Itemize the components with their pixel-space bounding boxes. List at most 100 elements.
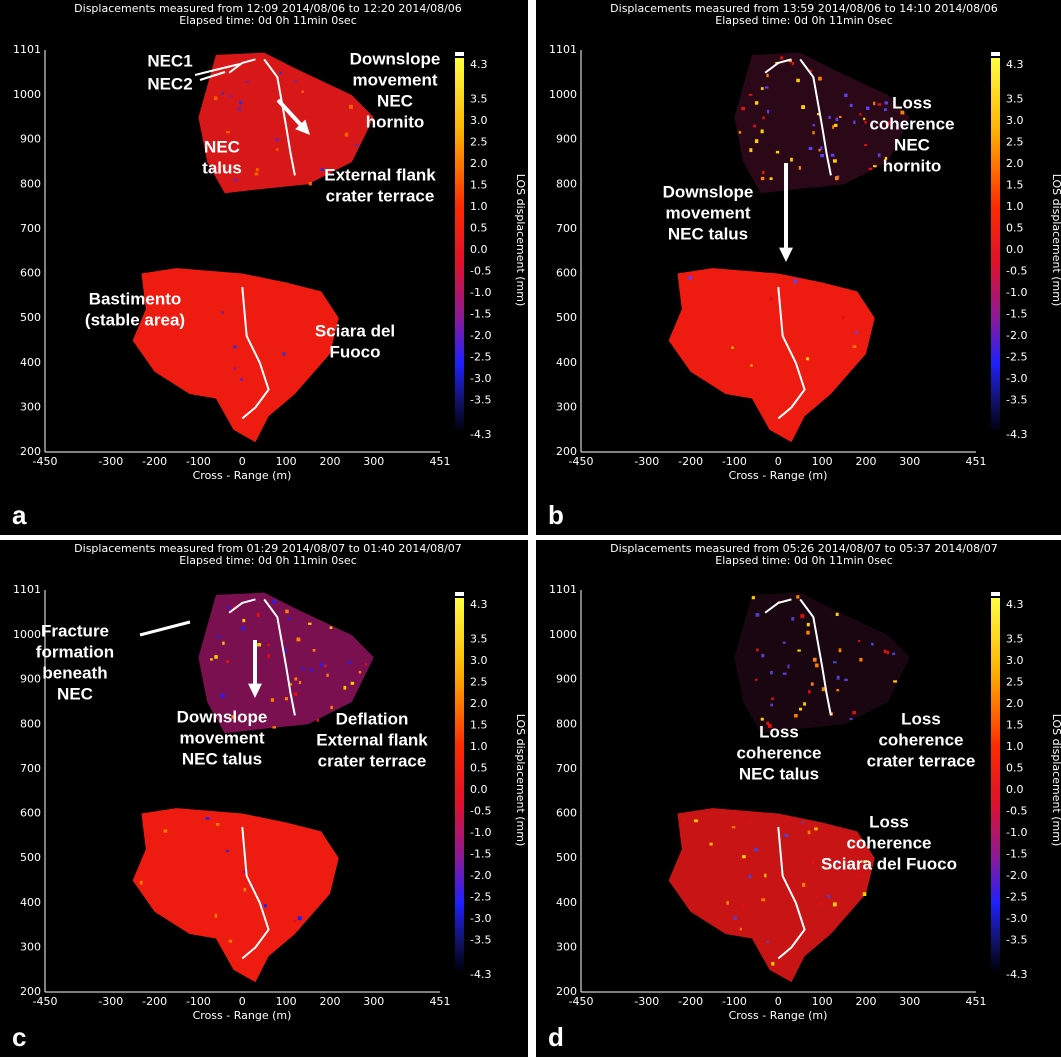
colorbar-label: LOS displacement (mm) [1050, 174, 1061, 307]
x-tick-label: -300 [98, 995, 123, 1008]
colorbar-tick-label: 2.0 [1006, 157, 1024, 170]
speckle [343, 685, 347, 690]
annotation: hornito [883, 156, 942, 175]
speckle [330, 705, 333, 710]
colorbar-tick-label: 1.5 [470, 179, 488, 192]
rim-line [228, 598, 256, 614]
annotation: NEC [377, 91, 413, 110]
speckle [257, 643, 262, 647]
arrow-head [248, 683, 262, 698]
speckle [272, 726, 276, 729]
speckle [883, 108, 887, 111]
speckle [263, 904, 267, 908]
speckle [239, 377, 243, 381]
annotation: Sciara del Fuoco [821, 854, 957, 873]
annotation: External flank [324, 165, 436, 184]
annotation: coherence [878, 730, 963, 749]
y-tick-label: 600 [20, 267, 41, 280]
panel: Displacements measured from 05:26 2014/0… [536, 540, 1061, 1057]
y-tick-label: 700 [556, 762, 577, 775]
colorbar-tick-label: 2.0 [1006, 697, 1024, 710]
panel-subtitle: Elapsed time: 0d 0h 11min 0sec [179, 554, 357, 567]
colorbar-tick-label: -2.0 [1006, 329, 1027, 342]
x-tick-label: -100 [722, 995, 747, 1008]
y-tick-label: 400 [556, 356, 577, 369]
speckle [760, 129, 764, 134]
y-tick-label: 900 [20, 673, 41, 686]
x-tick-label: 0 [775, 995, 782, 1008]
speckle [254, 172, 259, 176]
speckle [242, 618, 246, 623]
speckle [275, 137, 279, 142]
speckle [270, 698, 274, 702]
x-tick-label: -450 [33, 455, 58, 468]
annotation: External flank [316, 730, 428, 749]
speckle [864, 120, 867, 124]
y-tick-label: 1101 [13, 43, 41, 56]
pointer-line [139, 620, 191, 637]
x-tick-label: 200 [319, 455, 340, 468]
speckle [753, 124, 757, 128]
speckle [770, 703, 774, 707]
speckle [819, 901, 823, 906]
x-axis-label: Cross - Range (m) [193, 1009, 292, 1022]
speckle [886, 651, 890, 655]
x-tick-label: 300 [363, 995, 384, 1008]
colorbar-tick-label: 3.0 [470, 654, 488, 667]
speckle [859, 657, 863, 662]
colorbar-tick-label: -1.5 [470, 848, 491, 861]
speckle [294, 677, 298, 681]
y-tick-label: 800 [556, 717, 577, 730]
y-tick-label: 700 [556, 222, 577, 235]
colorbar-tick-label: -3.0 [470, 372, 491, 385]
annotation: crater terrace [326, 186, 435, 205]
colorbar-tick-label: 2.5 [470, 676, 488, 689]
y-tick-label: 700 [20, 762, 41, 775]
speckle [749, 148, 753, 153]
annotation: Loss [892, 93, 932, 112]
speckle [782, 672, 787, 675]
x-axis-label: Cross - Range (m) [729, 1009, 828, 1022]
speckle [807, 830, 811, 835]
speckle [329, 626, 333, 629]
y-tick-label: 1101 [549, 583, 577, 596]
speckle [863, 860, 868, 863]
speckle [800, 614, 805, 619]
speckle [750, 364, 753, 367]
x-tick-label: -450 [569, 995, 594, 1008]
y-tick-label: 400 [20, 896, 41, 909]
y-tick-label: 600 [20, 807, 41, 820]
colorbar-tick-label: 4.3 [1006, 598, 1024, 611]
annotation: Loss [901, 709, 941, 728]
speckle [830, 153, 835, 157]
colorbar-tick-label: 1.0 [1006, 740, 1024, 753]
y-tick-label: 300 [20, 400, 41, 413]
y-tick-label: 900 [556, 133, 577, 146]
speckle [225, 660, 230, 663]
speckle [760, 87, 764, 90]
annotation: talus [202, 158, 242, 177]
speckle [217, 635, 221, 638]
speckle [731, 346, 734, 349]
x-tick-label: 0 [775, 455, 782, 468]
x-tick-label: -300 [634, 455, 659, 468]
speckle [862, 892, 867, 896]
speckle [226, 849, 229, 853]
colorbar [991, 598, 1000, 970]
panel-title: Displacements measured from 05:26 2014/0… [610, 542, 998, 555]
speckle [320, 167, 324, 171]
deformation-area [668, 268, 875, 443]
speckle [802, 882, 806, 887]
annotation: movement [352, 70, 437, 89]
x-tick-label: 451 [430, 455, 451, 468]
speckle [859, 113, 862, 116]
speckle [832, 125, 835, 129]
colorbar-tick-label: -3.5 [1006, 394, 1027, 407]
speckle [771, 697, 774, 701]
panel-subtitle: Elapsed time: 0d 0h 11min 0sec [715, 14, 893, 27]
speckle [863, 117, 866, 121]
speckle [292, 920, 297, 923]
speckle [205, 817, 210, 820]
annotation: NEC talus [739, 764, 819, 783]
colorbar-tick-label: -3.5 [1006, 934, 1027, 947]
